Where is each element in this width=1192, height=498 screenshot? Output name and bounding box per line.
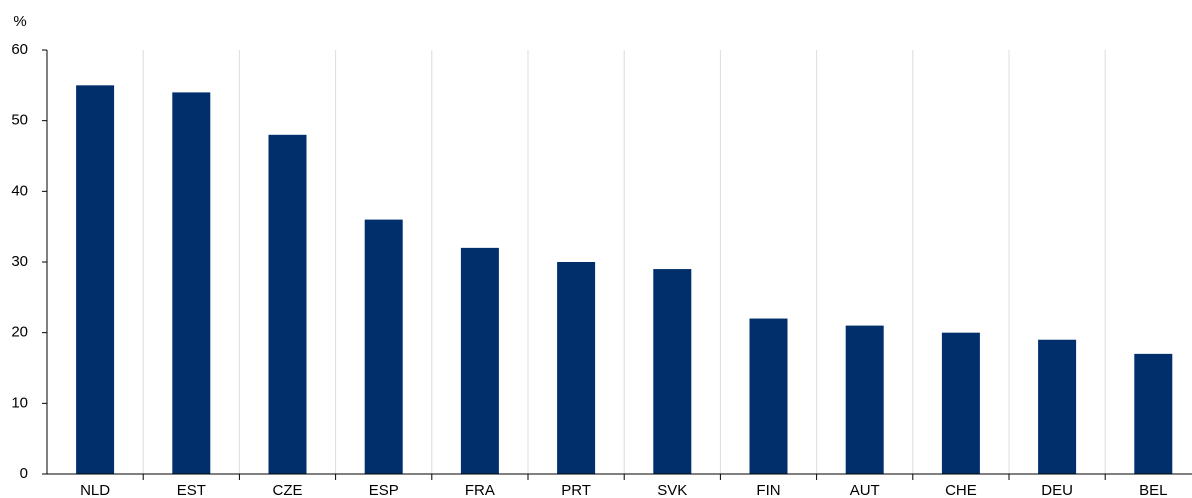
y-tick-label: 10 <box>11 394 28 411</box>
y-tick-label: 50 <box>11 112 28 129</box>
bar <box>845 325 884 474</box>
x-tick-label: CZE <box>273 482 303 498</box>
bar <box>172 92 211 475</box>
x-tick-label: DEU <box>1041 482 1073 498</box>
bar <box>557 262 596 474</box>
x-tick-label: AUT <box>850 482 880 498</box>
bar <box>1038 339 1077 474</box>
bar <box>76 85 115 474</box>
y-tick-label: 20 <box>11 324 28 341</box>
x-tick-label: CHE <box>945 482 977 498</box>
x-tick-label: NLD <box>80 482 110 498</box>
y-tick-label: 30 <box>11 253 28 270</box>
bar <box>268 134 307 475</box>
y-axis-unit: % <box>13 13 26 30</box>
bar <box>364 219 403 474</box>
y-tick-label: 0 <box>20 465 28 482</box>
x-tick-label: BEL <box>1139 482 1167 498</box>
bar <box>653 269 692 474</box>
x-tick-label: ESP <box>369 482 399 498</box>
x-tick-label: FRA <box>465 482 495 498</box>
y-tick-label: 60 <box>11 41 28 58</box>
bar <box>460 247 499 474</box>
x-tick-label: SVK <box>657 482 687 498</box>
bar <box>749 318 788 474</box>
bar <box>941 332 980 474</box>
x-tick-label: FIN <box>756 482 780 498</box>
y-tick-label: 40 <box>11 182 28 199</box>
bar <box>1134 353 1173 474</box>
x-tick-label: EST <box>177 482 206 498</box>
x-tick-label: PRT <box>561 482 591 498</box>
